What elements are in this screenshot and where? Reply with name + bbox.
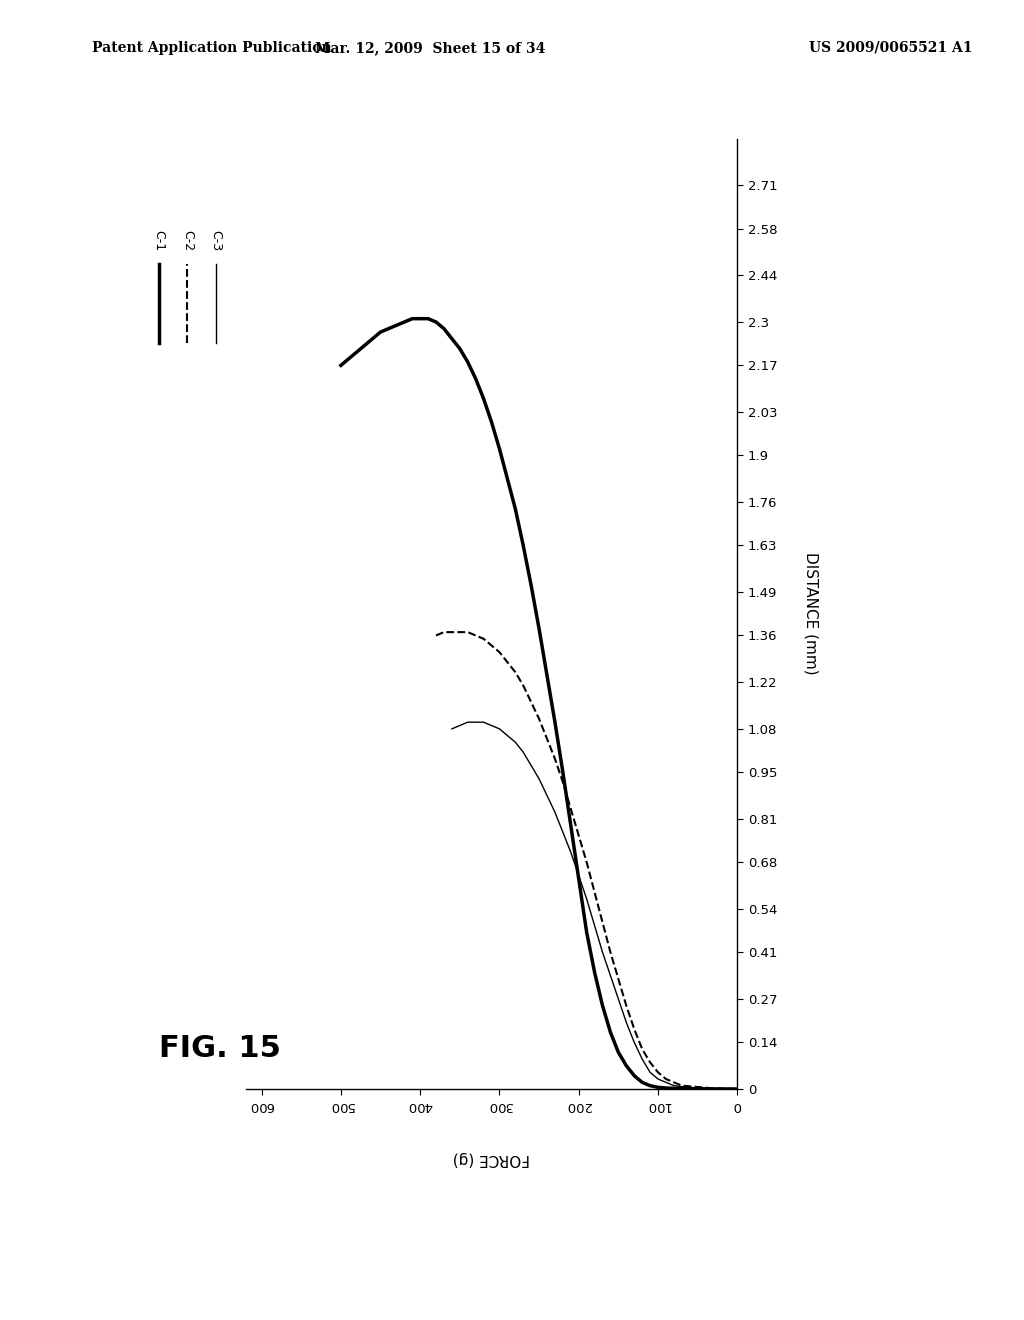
Text: Patent Application Publication: Patent Application Publication [92, 41, 332, 55]
Text: C-1: C-1 [153, 230, 165, 251]
Text: FIG. 15: FIG. 15 [159, 1034, 281, 1063]
Text: C-3: C-3 [210, 230, 222, 251]
Text: Mar. 12, 2009  Sheet 15 of 34: Mar. 12, 2009 Sheet 15 of 34 [315, 41, 545, 55]
Text: C-2: C-2 [181, 230, 194, 251]
Text: US 2009/0065521 A1: US 2009/0065521 A1 [809, 41, 973, 55]
Y-axis label: DISTANCE (mm): DISTANCE (mm) [804, 553, 819, 675]
X-axis label: FORCE (g): FORCE (g) [453, 1151, 530, 1167]
